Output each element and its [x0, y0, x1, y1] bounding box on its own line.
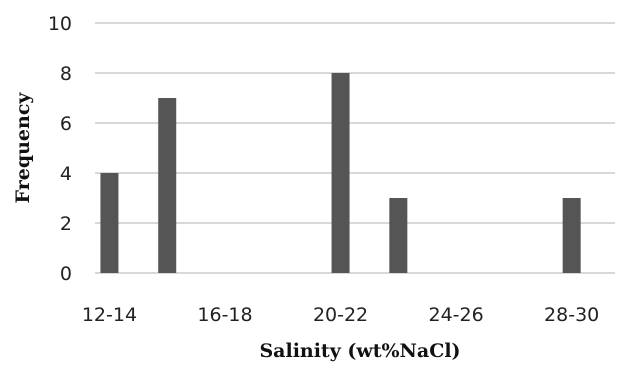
y-tick-label: 4 [60, 163, 72, 185]
y-tick-label: 8 [60, 63, 72, 85]
y-tick-label: 10 [48, 13, 72, 35]
bar-28-29 [562, 198, 581, 273]
gridlines [95, 22, 615, 274]
y-tick-label: 0 [60, 263, 72, 285]
x-axis-title: Salinity (wt%NaCl) [259, 340, 460, 362]
x-tick-label: 20-22 [313, 304, 368, 326]
x-tick-label: 24-26 [429, 304, 484, 326]
bar-12-13 [100, 173, 119, 273]
x-tick-label: 28-30 [544, 304, 599, 326]
bar-22-23 [389, 198, 408, 273]
bars [100, 73, 581, 273]
bar-14-15 [158, 98, 177, 273]
x-tick-label: 12-14 [82, 304, 137, 326]
x-axis-ticks: 12-14 16-18 20-22 24-26 28-30 [82, 304, 599, 326]
y-axis-ticks: 0 2 4 6 8 10 [48, 13, 72, 285]
y-axis-title: Frequency [12, 92, 34, 204]
y-tick-label: 6 [60, 113, 72, 135]
bar-20-21 [331, 73, 350, 273]
x-tick-label: 16-18 [197, 304, 252, 326]
y-tick-label: 2 [60, 213, 72, 235]
